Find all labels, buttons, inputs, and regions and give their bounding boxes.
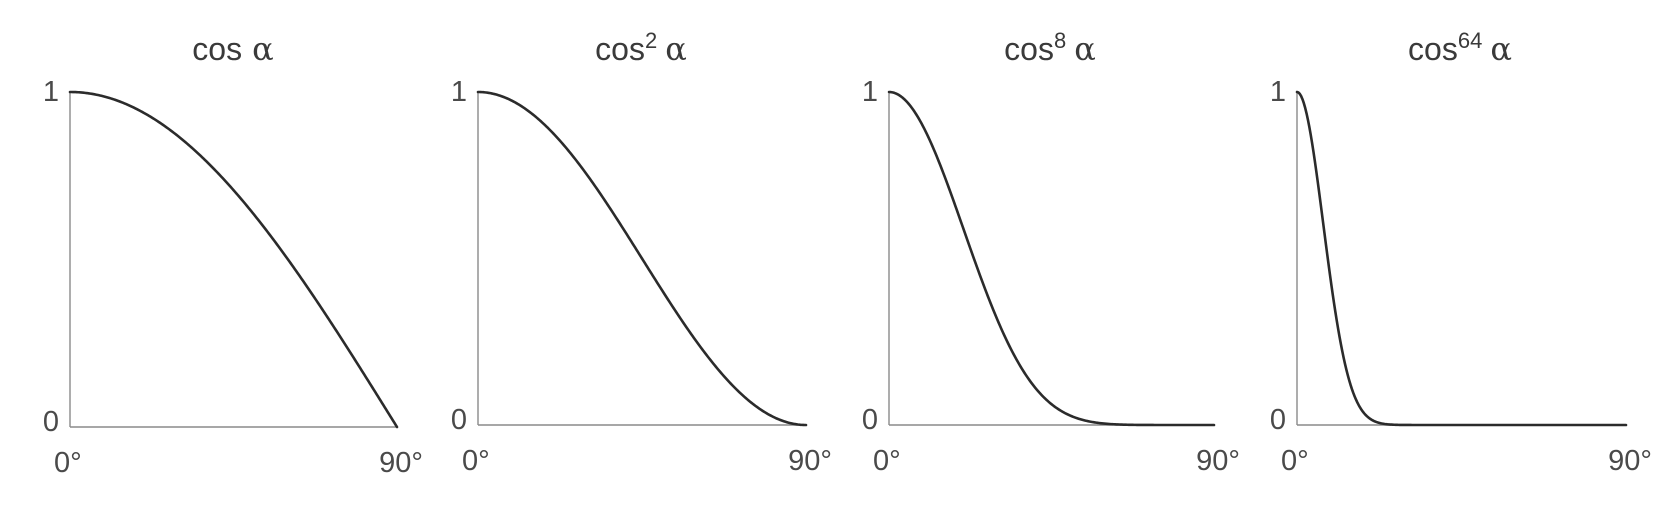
y-tick-label-max: 1 [862,76,878,108]
chart-title-exponent: 64 [1458,28,1482,53]
chart-title-base: cos [595,31,645,67]
x-tick-label-max: 90° [1608,445,1652,477]
chart-title-exponent: 2 [645,28,657,53]
series-line [68,90,399,429]
y-tick-label-min: 0 [862,404,878,436]
y-tick-label-min: 0 [451,404,467,436]
x-tick-label-min: 0° [873,445,901,477]
x-tick-label-min: 0° [462,445,490,477]
y-tick-label-min: 0 [43,406,59,438]
chart-title-exponent: 8 [1054,28,1066,53]
chart-title-base: cos [192,31,242,67]
chart-title: cos8 α [1004,28,1096,68]
y-tick-label-max: 1 [451,76,467,108]
y-tick-label-min: 0 [1270,404,1286,436]
chart-panel-1: cos α 1 0 0° 90° [43,30,423,479]
y-tick-label-max: 1 [43,76,59,108]
series-line [887,90,1216,427]
chart-title-greek: α [252,30,274,68]
chart-title-base: cos [1004,31,1054,67]
x-tick-label-max: 90° [788,445,832,477]
chart-title-greek: α [665,30,687,68]
chart-title: cos α [192,30,273,68]
chart-panel-3: cos8 α 1 0 0° 90° [862,28,1240,477]
x-tick-label-max: 90° [379,447,423,479]
chart-title: cos64 α [1408,28,1512,68]
chart-title: cos2 α [595,28,687,68]
chart-title-greek: α [1490,30,1512,68]
x-tick-label-min: 0° [54,447,82,479]
x-tick-label-max: 90° [1196,445,1240,477]
x-tick-label-min: 0° [1281,445,1309,477]
chart-panel-2: cos2 α 1 0 0° 90° [451,28,832,477]
y-tick-label-max: 1 [1270,76,1286,108]
series-line [476,90,808,427]
chart-panel-4: cos64 α 1 0 0° 90° [1270,28,1652,477]
chart-title-base: cos [1408,31,1458,67]
chart-title-greek: α [1074,30,1096,68]
series-line [1295,90,1628,427]
